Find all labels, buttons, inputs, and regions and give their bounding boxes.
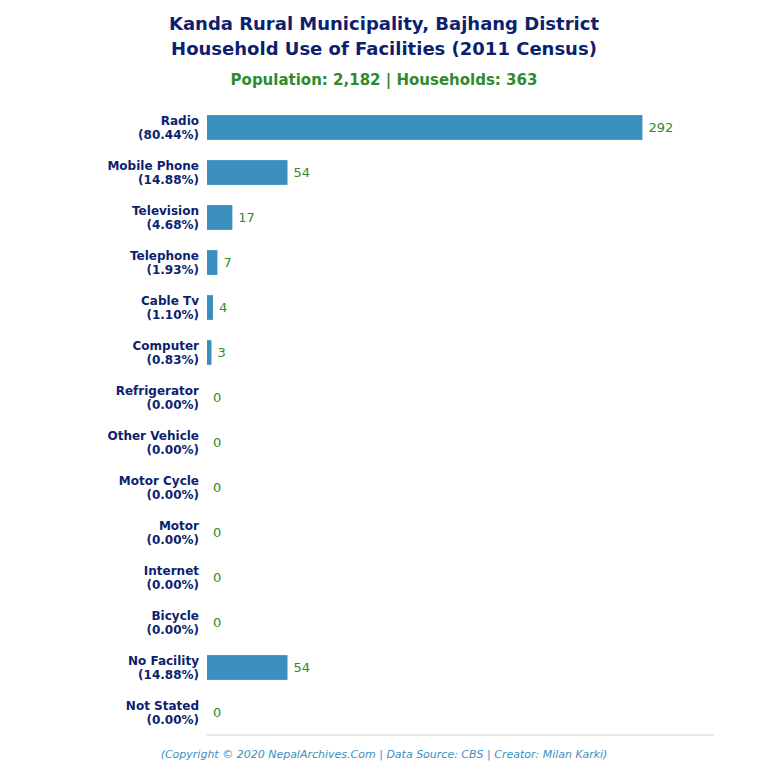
y-tick-label-line: Cable Tv — [141, 294, 199, 308]
data-label: 54 — [294, 165, 311, 180]
y-tick-label-line: (4.68%) — [146, 218, 199, 232]
y-tick-label-line: Television — [132, 204, 199, 218]
y-tick-label-line: Other Vehicle — [107, 429, 199, 443]
x-axis-line — [207, 735, 714, 736]
y-tick-label: Motor(0.00%) — [146, 519, 199, 547]
y-tick-label-line: (0.00%) — [146, 623, 199, 637]
y-tick-label-line: (1.10%) — [146, 308, 199, 322]
data-label: 0 — [213, 435, 221, 450]
y-tick-label-line: Mobile Phone — [107, 159, 199, 173]
annotation: (Copyright © 2020 NepalArchives.Com | Da… — [161, 748, 608, 761]
y-tick-label: Motor Cycle(0.00%) — [119, 474, 199, 502]
y-tick-label-line: Motor — [159, 519, 199, 533]
y-tick-label-line: (0.00%) — [146, 713, 199, 727]
chart-container: Kanda Rural Municipality, Bajhang Distri… — [0, 0, 768, 768]
y-tick-label-line: Bicycle — [151, 609, 199, 623]
y-tick-label-line: Internet — [144, 564, 199, 578]
y-tick-label-line: (0.00%) — [146, 443, 199, 457]
y-tick-label: Not Stated(0.00%) — [126, 699, 199, 727]
y-tick-label: Other Vehicle(0.00%) — [107, 429, 199, 457]
bar — [207, 475, 208, 500]
data-label: 0 — [213, 525, 221, 540]
y-tick-label: Bicycle(0.00%) — [146, 609, 199, 637]
chart-svg: Kanda Rural Municipality, Bajhang Distri… — [0, 0, 768, 768]
data-label: 0 — [213, 480, 221, 495]
y-tick-label-line: (0.00%) — [146, 533, 199, 547]
bar — [207, 160, 288, 185]
title-line: Kanda Rural Municipality, Bajhang Distri… — [169, 13, 599, 34]
y-tick-label: Radio(80.44%) — [138, 114, 199, 142]
data-label: 292 — [648, 120, 673, 135]
data-label: 0 — [213, 615, 221, 630]
y-tick-label: No Facility(14.88%) — [128, 654, 199, 682]
title-line: Household Use of Facilities (2011 Census… — [171, 38, 597, 59]
y-tick-label: Mobile Phone(14.88%) — [107, 159, 199, 187]
bar — [207, 655, 288, 680]
y-tick-label-line: Motor Cycle — [119, 474, 199, 488]
y-tick-label-line: Radio — [161, 114, 199, 128]
data-label: 0 — [213, 390, 221, 405]
y-tick-label-line: (1.93%) — [146, 263, 199, 277]
y-tick-label: Telephone(1.93%) — [130, 249, 199, 277]
y-tick-label: Refrigerator(0.00%) — [116, 384, 199, 412]
y-tick-label-line: (14.88%) — [138, 668, 199, 682]
y-tick-label-line: Computer — [133, 339, 200, 353]
data-label: 0 — [213, 705, 221, 720]
bar — [207, 520, 208, 545]
y-tick-label-line: Refrigerator — [116, 384, 199, 398]
bar — [207, 430, 208, 455]
y-tick-label-line: (0.83%) — [146, 353, 199, 367]
bar — [207, 610, 208, 635]
labels: Radio(80.44%)292Mobile Phone(14.88%)54Te… — [107, 114, 673, 727]
data-label: 54 — [294, 660, 311, 675]
y-tick-label-line: Telephone — [130, 249, 199, 263]
y-tick-label-line: (14.88%) — [138, 173, 199, 187]
data-label: 7 — [223, 255, 231, 270]
data-label: 3 — [217, 345, 225, 360]
bar — [207, 205, 232, 230]
bar — [207, 700, 208, 725]
bar — [207, 295, 213, 320]
y-tick-label: Computer(0.83%) — [133, 339, 200, 367]
bar — [207, 115, 642, 140]
title: Kanda Rural Municipality, Bajhang Distri… — [169, 13, 599, 59]
y-tick-label-line: (0.00%) — [146, 398, 199, 412]
y-tick-label-line: (80.44%) — [138, 128, 199, 142]
y-tick-label-line: Not Stated — [126, 699, 199, 713]
data-label: 17 — [238, 210, 255, 225]
background — [0, 0, 768, 768]
bar — [207, 565, 208, 590]
y-tick-label-line: (0.00%) — [146, 488, 199, 502]
subtitle: Population: 2,182 | Households: 363 — [231, 71, 538, 90]
bar — [207, 250, 217, 275]
bar — [207, 385, 208, 410]
data-label: 4 — [219, 300, 227, 315]
bar — [207, 340, 211, 365]
bars — [207, 115, 642, 680]
data-label: 0 — [213, 570, 221, 585]
y-tick-label: Cable Tv(1.10%) — [141, 294, 199, 322]
y-tick-label: Internet(0.00%) — [144, 564, 199, 592]
y-tick-label-line: (0.00%) — [146, 578, 199, 592]
y-tick-label: Television(4.68%) — [132, 204, 199, 232]
y-tick-label-line: No Facility — [128, 654, 199, 668]
